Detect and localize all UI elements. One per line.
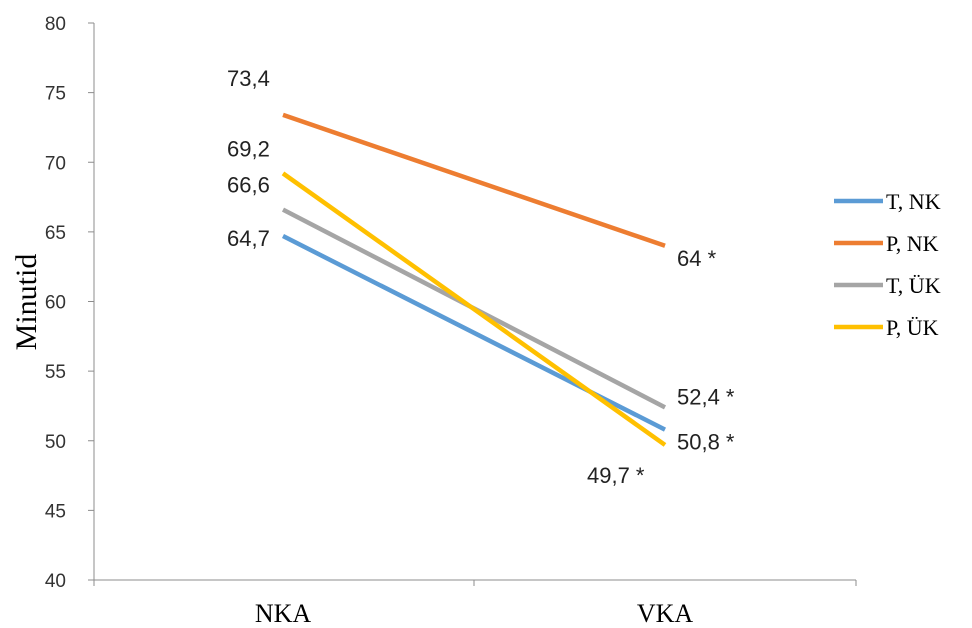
series-line xyxy=(281,171,667,447)
y-tick-label: 65 xyxy=(45,223,66,244)
data-label: 69,2 xyxy=(227,136,270,161)
data-label: 49,7 * xyxy=(587,463,645,488)
axes xyxy=(93,23,856,581)
data-label: 64 * xyxy=(677,246,717,271)
y-axis-ticks: 40 45 50 55 60 65 70 75 80 xyxy=(45,14,94,592)
y-tick-label: 45 xyxy=(45,501,66,522)
data-label: 66,6 xyxy=(227,173,270,198)
legend-item: T, NK xyxy=(834,189,941,214)
legend-label: P, ÜK xyxy=(886,315,939,340)
y-tick-label: 70 xyxy=(45,153,66,174)
series-line xyxy=(281,234,667,432)
series-line xyxy=(282,112,666,248)
y-tick-label: 80 xyxy=(45,14,66,35)
legend-label: T, NK xyxy=(886,189,941,214)
data-labels: 64,7 50,8 * 73,4 64 * 66,6 52,4 * 69,2 49,7 * xyxy=(227,66,735,488)
legend-item: T, ÜK xyxy=(834,273,941,298)
legend-label: P, NK xyxy=(886,231,939,256)
x-axis-categories: NKA VKA xyxy=(93,580,857,628)
y-tick-label: 75 xyxy=(45,84,66,105)
data-label: 52,4 * xyxy=(677,384,735,409)
data-label: 50,8 * xyxy=(677,430,735,455)
y-tick-label: 55 xyxy=(45,362,66,383)
legend-item: P, ÜK xyxy=(834,315,939,340)
data-label: 73,4 xyxy=(227,66,270,91)
legend-item: P, NK xyxy=(834,231,939,256)
y-axis-label: Minutid xyxy=(10,254,43,351)
data-label: 64,7 xyxy=(227,226,270,251)
series-lines xyxy=(281,112,667,447)
y-tick-label: 60 xyxy=(45,293,66,314)
x-category-label: NKA xyxy=(255,599,312,628)
y-tick-label: 40 xyxy=(45,571,66,592)
x-category-label: VKA xyxy=(637,599,694,628)
y-tick-label: 50 xyxy=(45,432,66,453)
legend: T, NK P, NK T, ÜK P, ÜK xyxy=(834,189,941,340)
legend-label: T, ÜK xyxy=(886,273,941,298)
